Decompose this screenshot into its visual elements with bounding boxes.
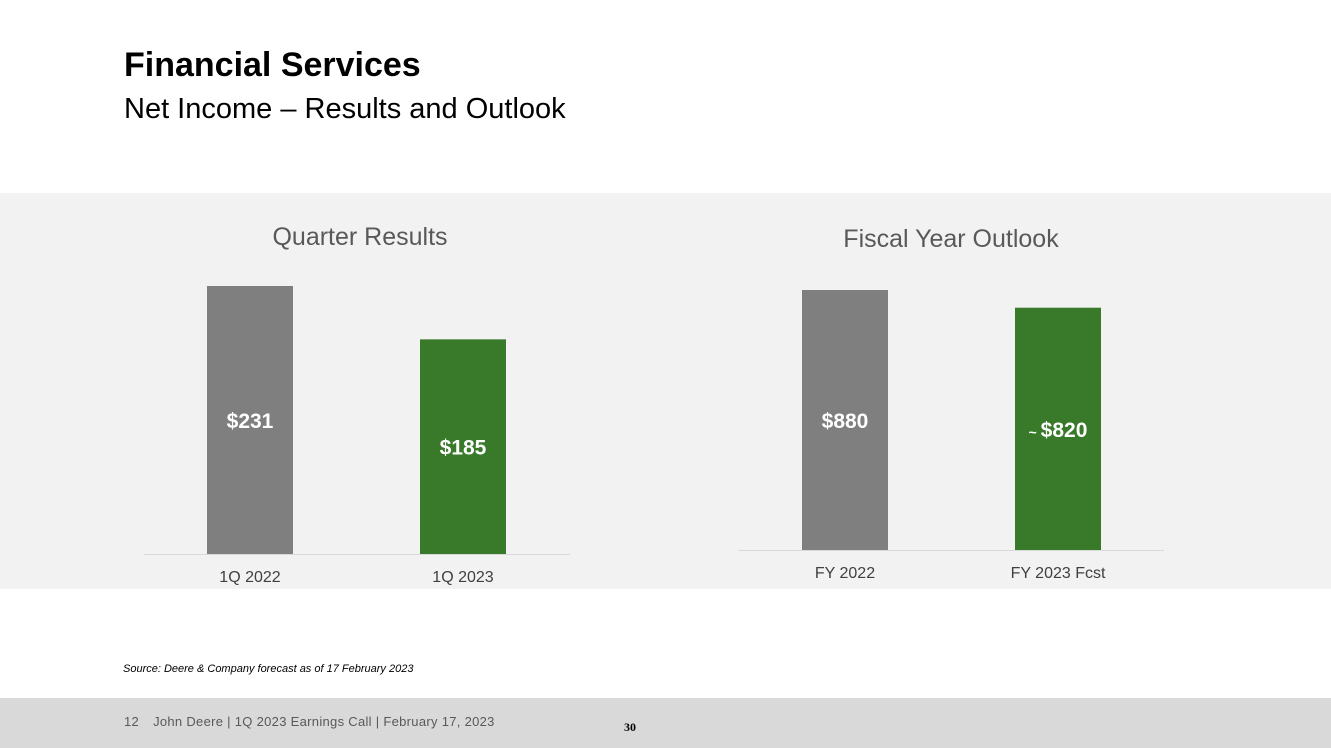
bar	[1015, 307, 1101, 550]
data-label: $185	[440, 437, 487, 460]
data-label: $231	[227, 410, 274, 433]
footer-event: John Deere | 1Q 2023 Earnings Call | Feb…	[153, 714, 495, 729]
page-subtitle: Net Income – Results and Outlook	[124, 93, 566, 125]
data-label-value: $820	[1041, 419, 1088, 442]
bar	[420, 339, 506, 554]
chart-title: Fiscal Year Outlook	[843, 225, 1059, 253]
slide-number: 12	[124, 714, 140, 729]
bar	[802, 290, 888, 550]
chart-area: Quarter Results $231 1Q 2022 $185 1Q 2023 Fis…	[0, 193, 1331, 589]
footer-text: 12 John Deere | 1Q 2023 Earnings Call | F…	[124, 714, 495, 729]
category-label: 1Q 2022	[219, 569, 280, 586]
page-title: Financial Services	[124, 46, 421, 84]
category-label: FY 2023 Fcst	[1011, 565, 1106, 582]
footer-bar: 12 John Deere | 1Q 2023 Earnings Call | F…	[0, 698, 1331, 748]
approx-prefix: ~	[1029, 424, 1041, 440]
charts-svg: Quarter Results $231 1Q 2022 $185 1Q 2023 Fis…	[144, 223, 1164, 586]
chart-title: Quarter Results	[272, 223, 447, 251]
source-footnote: Source: Deere & Company forecast as of 1…	[123, 663, 414, 675]
data-label-value: $185	[440, 437, 487, 460]
category-label: FY 2022	[815, 565, 875, 582]
page-number: 30	[624, 720, 636, 734]
data-label-value: $231	[227, 410, 274, 433]
category-label: 1Q 2023	[432, 569, 493, 586]
data-label-value: $880	[822, 410, 869, 433]
data-label: ~ $820	[1029, 419, 1088, 442]
bar	[207, 286, 293, 554]
data-label: $880	[822, 410, 869, 433]
